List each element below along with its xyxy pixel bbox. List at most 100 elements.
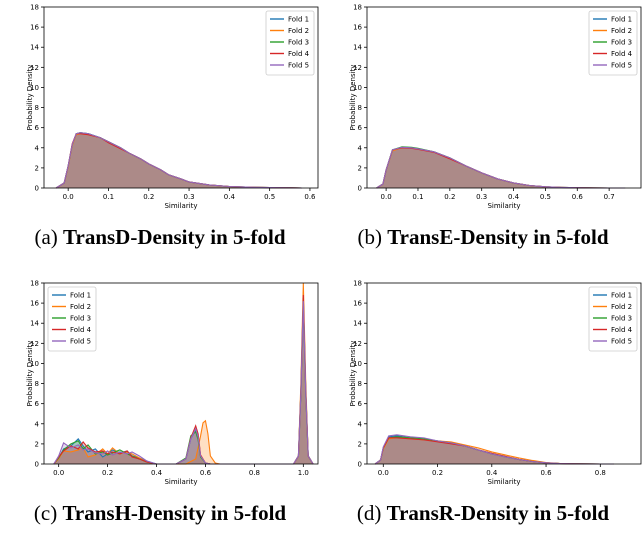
- y-tick-label: 4: [35, 144, 40, 152]
- legend-label-fold-2: Fold 2: [288, 27, 309, 35]
- plot-frame: [43, 6, 319, 189]
- x-tick-label: 0.6: [304, 193, 316, 201]
- plot-frame: [366, 6, 642, 189]
- caption-a: (a) TransD-Density in 5-fold: [0, 225, 320, 250]
- y-tick-label: 4: [358, 144, 363, 152]
- y-tick-label: 16: [353, 24, 362, 32]
- legend: Fold 1 Fold 2 Fold 3 Fold 4 Fold 5: [588, 10, 638, 76]
- x-tick-label: 0.1: [103, 193, 114, 201]
- legend-label-fold-5: Fold 5: [611, 338, 632, 346]
- y-tick-label: 4: [358, 420, 363, 428]
- legend: Fold 1 Fold 2 Fold 3 Fold 4 Fold 5: [588, 286, 638, 352]
- y-tick-label: 16: [353, 300, 362, 308]
- caption-d-prefix: (d): [356, 501, 387, 525]
- y-tick-label: 10: [30, 84, 39, 92]
- y-tick-label: 18: [30, 4, 39, 12]
- legend-label-fold-4: Fold 4: [288, 50, 310, 58]
- y-axis-label: Probability Density: [26, 65, 34, 131]
- y-tick-label: 0: [35, 461, 39, 469]
- x-tick-label: 0.2: [444, 193, 455, 201]
- y-tick-label: 16: [30, 24, 39, 32]
- density-line-fold-5: [55, 132, 302, 189]
- y-tick-label: 18: [353, 280, 362, 288]
- x-tick-label: 0.3: [476, 193, 487, 201]
- legend-box: [265, 10, 315, 76]
- caption-a-title: TransD-Density in 5-fold: [63, 225, 286, 249]
- x-tick-label: 0.4: [224, 193, 236, 201]
- x-tick-label: 0.7: [604, 193, 615, 201]
- legend-label-fold-1: Fold 1: [611, 16, 632, 24]
- caption-b-title: TransE-Density in 5-fold: [387, 225, 609, 249]
- x-tick-label: 0.5: [540, 193, 551, 201]
- caption-d: (d) TransR-Density in 5-fold: [323, 501, 643, 526]
- y-tick-label: 2: [35, 164, 39, 172]
- density-fill-fold-3: [376, 146, 626, 188]
- density-fill-fold-2: [375, 437, 614, 464]
- y-tick-label: 14: [30, 320, 39, 328]
- caption-d-title: TransR-Density in 5-fold: [386, 501, 610, 525]
- x-tick-label: 0.2: [143, 193, 154, 201]
- legend-label-fold-3: Fold 3: [70, 315, 91, 323]
- y-axis-label: Probability Density: [26, 341, 34, 407]
- x-tick-label: 0.4: [151, 469, 163, 477]
- y-tick-label: 10: [353, 360, 362, 368]
- caption-c-title: TransH-Density in 5-fold: [62, 501, 287, 525]
- x-axis-label: Similarity: [487, 478, 520, 486]
- x-tick-label: 0.4: [486, 469, 498, 477]
- y-tick-label: 8: [358, 104, 362, 112]
- legend-label-fold-2: Fold 2: [611, 303, 632, 311]
- y-tick-label: 12: [30, 340, 39, 348]
- x-tick-label: 0.6: [572, 193, 584, 201]
- legend-label-fold-4: Fold 4: [70, 326, 92, 334]
- y-tick-label: 12: [353, 340, 362, 348]
- y-tick-label: 2: [358, 164, 362, 172]
- x-tick-label: 0.5: [264, 193, 275, 201]
- x-tick-label: 1.0: [298, 469, 309, 477]
- density-fill-fold-1: [53, 303, 314, 464]
- legend-label-fold-4: Fold 4: [611, 50, 633, 58]
- x-tick-label: 0.8: [249, 469, 260, 477]
- legend-label-fold-5: Fold 5: [70, 338, 91, 346]
- caption-b: (b) TransE-Density in 5-fold: [323, 225, 643, 250]
- caption-b-prefix: (b): [357, 225, 388, 249]
- caption-a-prefix: (a): [34, 225, 64, 249]
- plot-frame: [43, 282, 319, 465]
- y-tick-label: 16: [30, 300, 39, 308]
- legend-label-fold-4: Fold 4: [611, 326, 633, 334]
- y-tick-label: 14: [353, 320, 362, 328]
- x-axis-label: Similarity: [487, 202, 520, 210]
- panel-b: 0 2 4 6 8 10 12 14 16 18 0.0 0.1 0.2 0.3 0.4 0.5 0.6 0.7 S…: [323, 0, 643, 276]
- panel-a: 0 2 4 6 8 10 12 14 16 18 0.0 0.1 0.2 0.3 0.4 0.5 0.6 Simi…: [0, 0, 320, 276]
- density-fill-fold-5: [375, 434, 614, 464]
- y-tick-label: 0: [358, 185, 362, 193]
- y-tick-label: 18: [30, 280, 39, 288]
- legend-label-fold-1: Fold 1: [288, 16, 309, 24]
- density-fill-fold-4: [375, 437, 614, 464]
- legend-label-fold-3: Fold 3: [288, 39, 309, 47]
- x-tick-label: 0.6: [540, 469, 552, 477]
- legend-box: [47, 286, 97, 352]
- density-fill-fold-4: [376, 147, 626, 188]
- panel-d: 0 2 4 6 8 10 12 14 16 18 0.0 0.2 0.4 0.6 0.8 Similarity…: [323, 276, 643, 552]
- x-tick-label: 0.0: [378, 469, 389, 477]
- legend: Fold 1 Fold 2 Fold 3 Fold 4 Fold 5: [265, 10, 315, 76]
- legend-label-fold-1: Fold 1: [611, 292, 632, 300]
- density-chart-c: 0 2 4 6 8 10 12 14 16 18 0.0 0.2 0.4 0.6 0.8 1.0 Similar…: [26, 280, 319, 486]
- y-tick-label: 6: [35, 400, 40, 408]
- legend-box: [588, 286, 638, 352]
- y-tick-label: 0: [358, 461, 362, 469]
- x-tick-label: 0.0: [53, 469, 64, 477]
- y-tick-label: 18: [353, 4, 362, 12]
- y-tick-label: 12: [353, 64, 362, 72]
- legend-label-fold-2: Fold 2: [70, 303, 91, 311]
- y-tick-label: 14: [30, 44, 39, 52]
- x-tick-label: 0.4: [508, 193, 520, 201]
- legend-label-fold-1: Fold 1: [70, 292, 91, 300]
- density-fill-fold-3: [375, 436, 614, 464]
- legend-label-fold-3: Fold 3: [611, 39, 632, 47]
- y-tick-label: 10: [30, 360, 39, 368]
- density-fill-fold-5: [376, 147, 626, 188]
- y-tick-label: 4: [35, 420, 40, 428]
- density-chart-a: 0 2 4 6 8 10 12 14 16 18 0.0 0.1 0.2 0.3 0.4 0.5 0.6 Simi…: [26, 4, 319, 210]
- density-fill-fold-2: [376, 147, 626, 188]
